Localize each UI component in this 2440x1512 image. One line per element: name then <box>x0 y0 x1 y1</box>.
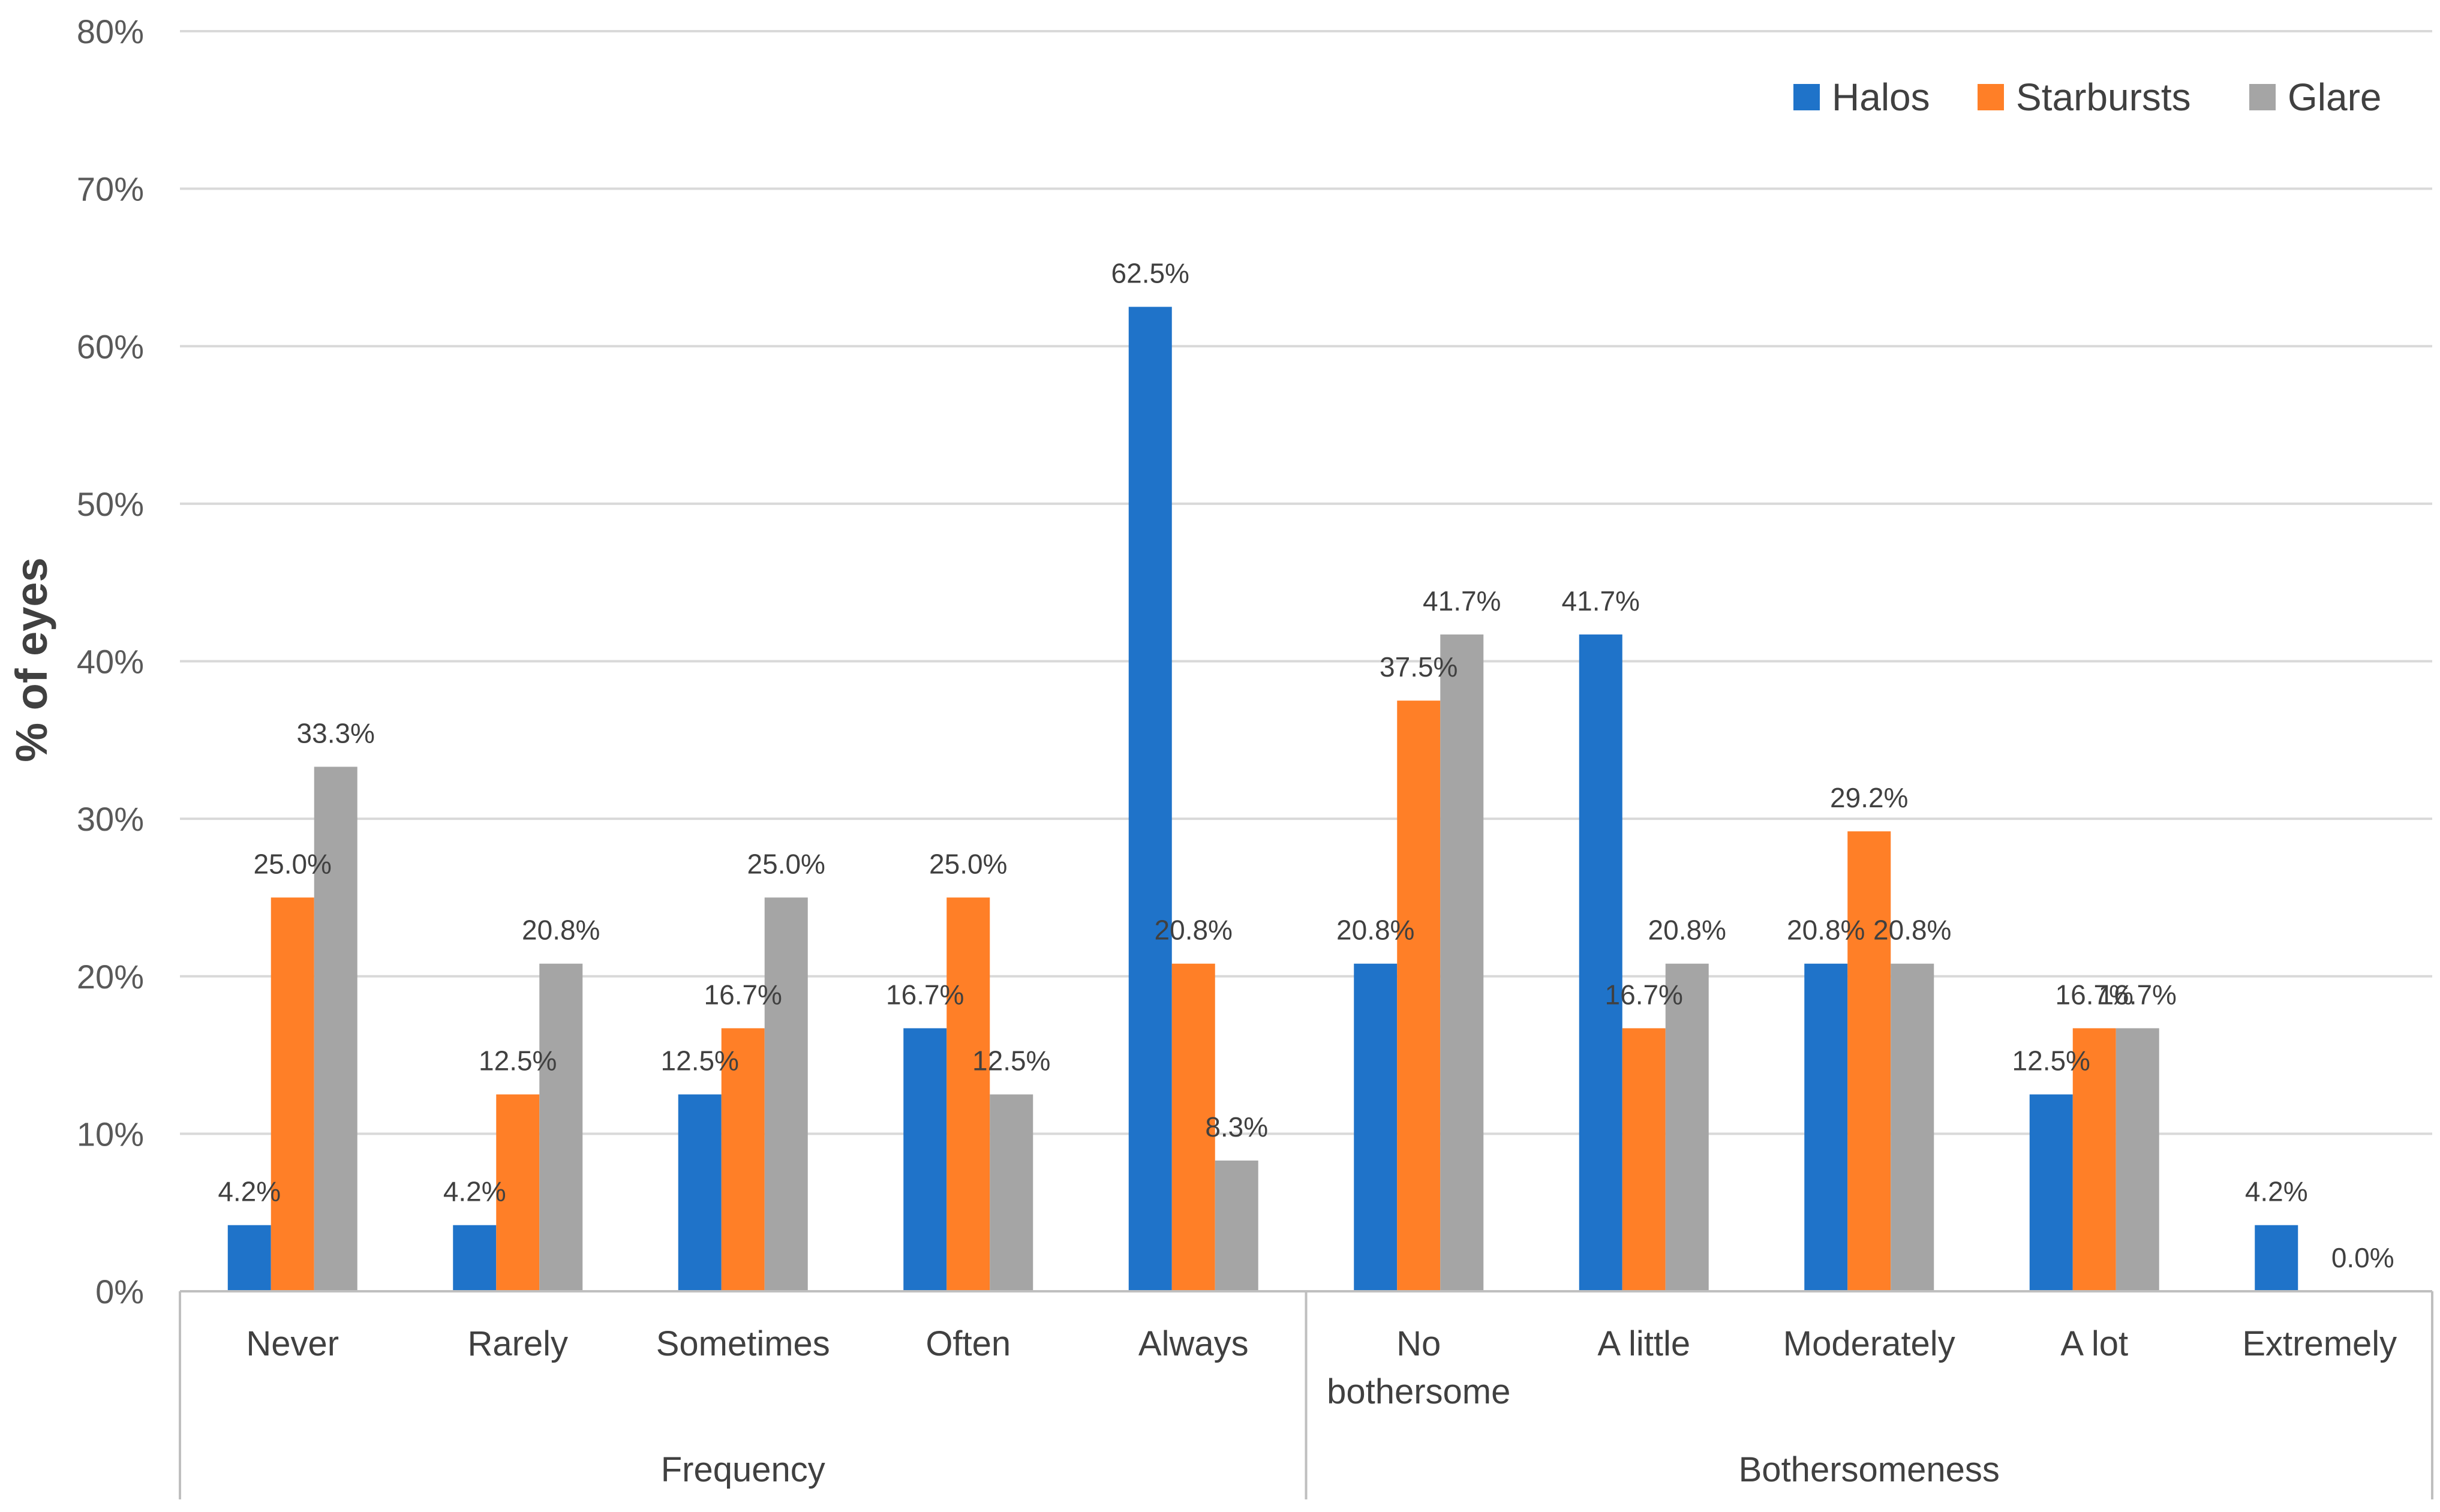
gridlines <box>180 30 2432 1135</box>
bar-halos <box>2029 1094 2073 1291</box>
data-label: 0.0% <box>2331 1242 2394 1273</box>
bar-starbursts <box>271 897 314 1291</box>
bar-halos <box>903 1028 947 1291</box>
data-label: 25.0% <box>929 848 1007 879</box>
bar-glare <box>2116 1028 2159 1291</box>
data-label: 12.5% <box>972 1045 1050 1077</box>
data-label: 16.7% <box>704 979 782 1010</box>
x-category-label: A little <box>1597 1324 1690 1363</box>
bars <box>227 306 2298 1291</box>
x-category-label: Extremely <box>2242 1324 2397 1363</box>
legend-swatch-glare <box>2249 84 2276 110</box>
bar-halos <box>2255 1225 2298 1291</box>
bar-halos <box>1354 963 1398 1291</box>
y-tick-label: 20% <box>77 958 144 996</box>
bar-halos <box>453 1225 497 1291</box>
x-category-label: Moderately <box>1783 1324 1955 1363</box>
bar-glare <box>539 963 583 1291</box>
bar-halos <box>227 1225 271 1291</box>
data-label: 16.7% <box>2056 979 2134 1010</box>
legend-label-starbursts: Starbursts <box>2016 76 2191 119</box>
legend-swatch-halos <box>1793 84 1820 110</box>
bar-glare <box>764 897 808 1291</box>
y-axis-title: % of eyes <box>7 557 56 762</box>
bar-starbursts <box>1847 831 1891 1291</box>
data-label: 8.3% <box>1205 1111 1268 1143</box>
y-tick-label: 0% <box>95 1273 144 1310</box>
y-tick-label: 30% <box>77 800 144 838</box>
x-category-label: Often <box>925 1324 1011 1363</box>
data-label: 16.7% <box>886 979 964 1010</box>
data-label: 4.2% <box>443 1176 506 1207</box>
x-group-label: Frequency <box>661 1450 825 1489</box>
data-label: 41.7% <box>1562 585 1640 617</box>
bar-glare <box>314 766 357 1291</box>
data-label: 33.3% <box>297 717 375 749</box>
x-category-label: bothersome <box>1327 1372 1510 1411</box>
data-label: 25.0% <box>254 848 332 879</box>
bar-glare <box>990 1094 1033 1291</box>
bar-starbursts <box>2072 1028 2116 1291</box>
data-label: 20.8% <box>522 915 600 946</box>
x-group-label: Bothersomeness <box>1739 1450 2000 1489</box>
y-tick-label: 10% <box>77 1115 144 1153</box>
bar-halos <box>1804 963 1848 1291</box>
y-tick-label: 80% <box>77 13 144 50</box>
bar-glare <box>1440 634 1484 1291</box>
bar-starbursts <box>1171 963 1215 1291</box>
data-label: 20.8% <box>1648 915 1726 946</box>
data-label: 29.2% <box>1830 782 1908 813</box>
y-tick-label: 40% <box>77 643 144 681</box>
y-tick-label: 70% <box>77 170 144 208</box>
x-category-label: Never <box>246 1324 339 1363</box>
legend-label-glare: Glare <box>2288 76 2382 119</box>
bar-starbursts <box>721 1028 765 1291</box>
y-tick-label: 60% <box>77 327 144 365</box>
data-label: 16.7% <box>1605 979 1683 1010</box>
bar-glare <box>1891 963 1934 1291</box>
data-label: 20.8% <box>1787 915 1865 946</box>
data-label: 25.0% <box>747 848 825 879</box>
x-category-label: A lot <box>2060 1324 2128 1363</box>
bar-starbursts <box>1397 701 1441 1291</box>
bar-halos <box>1128 306 1172 1291</box>
bar-starbursts <box>946 897 990 1291</box>
data-label: 12.5% <box>479 1045 557 1077</box>
x-category-label: Rarely <box>467 1324 568 1363</box>
legend: Halos Starbursts Glare <box>1793 76 2382 119</box>
bar-glare <box>1215 1161 1258 1291</box>
x-category-label: Always <box>1138 1324 1249 1363</box>
data-label: 20.8% <box>1873 915 1951 946</box>
bar-starbursts <box>496 1094 540 1291</box>
bar-starbursts <box>1622 1028 1666 1291</box>
data-label: 20.8% <box>1336 915 1414 946</box>
legend-label-halos: Halos <box>1832 76 1930 119</box>
x-category-label: Sometimes <box>656 1324 830 1363</box>
data-label: 37.5% <box>1380 651 1458 683</box>
data-label: 62.5% <box>1111 258 1189 289</box>
data-label: 4.2% <box>218 1176 281 1207</box>
x-category-label: No <box>1396 1324 1441 1363</box>
data-label: 12.5% <box>661 1045 739 1077</box>
bar-halos <box>1579 634 1622 1291</box>
y-tick-label: 50% <box>77 485 144 523</box>
data-label: 16.7% <box>2099 979 2177 1010</box>
data-label: 41.7% <box>1423 585 1501 617</box>
data-label: 12.5% <box>2012 1045 2090 1077</box>
bar-glare <box>1665 963 1709 1291</box>
data-label: 4.2% <box>2245 1176 2308 1207</box>
data-labels: 4.2% 4.2% 12.5% 16.7% 62.5% 20.8% 41.7% 20.8% 12… <box>218 258 2394 1273</box>
data-label: 20.8% <box>1155 915 1233 946</box>
axes: 0% 10% 20% 30% 40% 50% 60% 70% 80% Never Rarely Som… <box>77 13 2433 1499</box>
bar-halos <box>678 1094 722 1291</box>
legend-swatch-starbursts <box>1978 84 2004 110</box>
